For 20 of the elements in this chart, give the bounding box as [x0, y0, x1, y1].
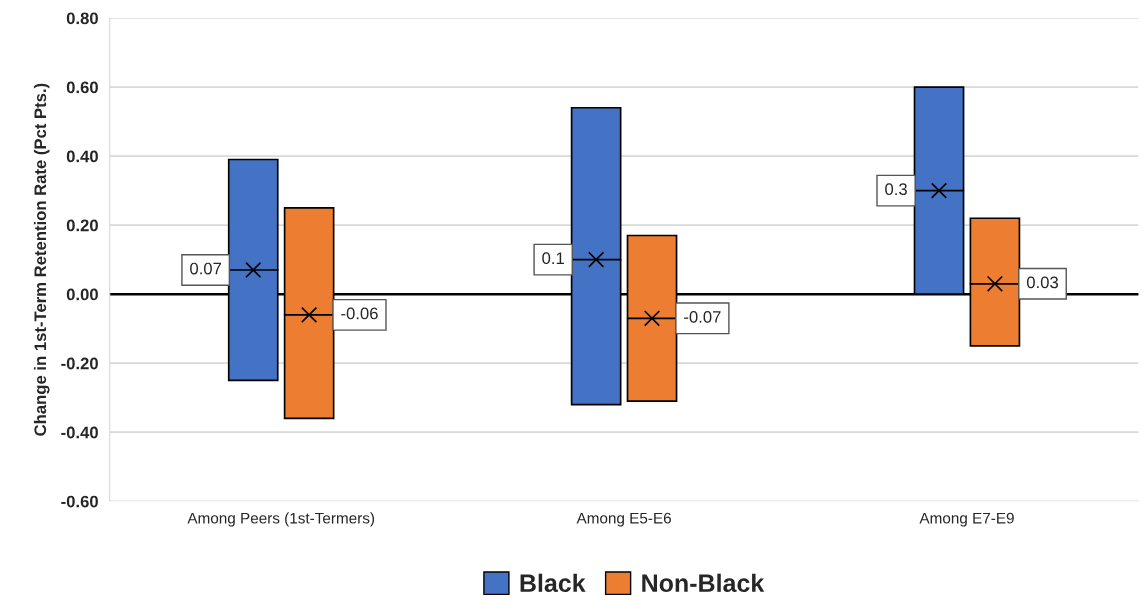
x-tick-label: Among E5-E6: [576, 512, 671, 527]
data-label: 0.03: [1026, 276, 1059, 289]
y-axis-title: Change in 1st-Term Retention Rate (Pct Pts.): [33, 83, 50, 436]
y-tick-label: 0.60: [66, 81, 98, 94]
y-tick-label: -0.40: [61, 426, 98, 439]
data-label: -0.06: [341, 307, 378, 320]
x-tick-label: Among Peers (1st-Termers): [187, 512, 375, 527]
data-label: 0.3: [885, 183, 907, 196]
y-tick-label: 0.80: [66, 12, 98, 25]
legend-label: Black: [520, 573, 586, 593]
y-tick-label: -0.60: [61, 495, 98, 508]
y-tick-label: 0.40: [66, 150, 98, 163]
y-tick-label: 0.00: [66, 288, 98, 301]
x-tick-label: Among E7-E9: [919, 512, 1014, 527]
data-label: -0.07: [684, 310, 721, 323]
legend-label: Non-Black: [642, 573, 765, 593]
y-tick-label: 0.20: [66, 219, 98, 232]
data-label: 0.1: [542, 252, 564, 265]
y-tick-label: -0.20: [61, 357, 98, 370]
data-label: 0.07: [190, 262, 222, 275]
